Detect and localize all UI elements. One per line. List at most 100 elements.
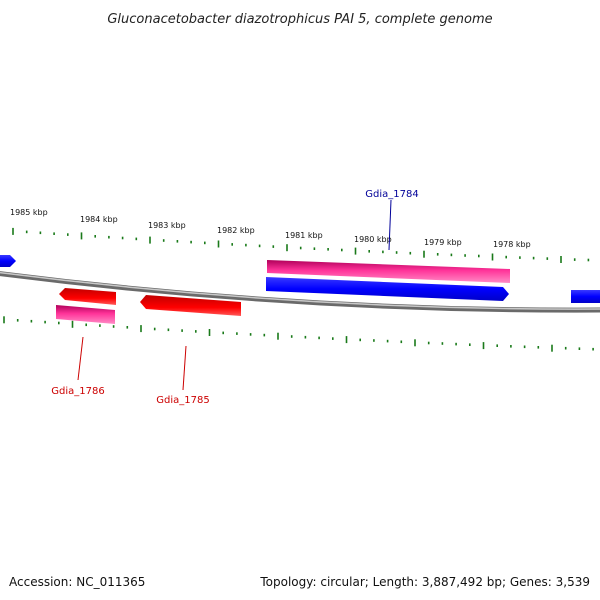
inner-ring-major-tick (414, 339, 416, 347)
tick-label-1982: 1982 kbp (217, 226, 255, 235)
tick-label-1978: 1978 kbp (493, 240, 531, 249)
outer-ring-major-tick (286, 244, 288, 252)
inner-ring-minor-tick (359, 338, 361, 342)
inner-ring-minor-tick (263, 333, 266, 337)
outer-ring-minor-tick (258, 244, 261, 248)
inner-ring-major-tick (345, 336, 348, 344)
outer-ring-major-tick (217, 240, 220, 248)
outer-ring-major-tick (149, 236, 151, 244)
outer-ring-minor-tick (39, 231, 42, 235)
outer-ring-major-tick (12, 227, 14, 235)
outer-ring-minor-tick (299, 246, 302, 250)
outer-ring-minor-tick (135, 237, 138, 241)
gene-feature-gdia-1784[interactable] (267, 260, 510, 283)
leader-line-gdia-1785 (182, 345, 187, 391)
inner-ring-minor-tick (58, 321, 60, 325)
inner-ring-major-tick (3, 316, 5, 324)
outer-ring-minor-tick (464, 254, 466, 257)
inner-ring-minor-tick (400, 340, 403, 344)
outer-ring-minor-tick (532, 256, 535, 260)
outer-ring-minor-tick (368, 250, 370, 253)
outer-ring-minor-tick (245, 243, 247, 247)
outer-ring-minor-tick (53, 232, 55, 235)
outer-tick-ring (12, 227, 590, 263)
inner-ring-minor-tick (85, 323, 87, 327)
cds-reverse-gdia-1786[interactable] (59, 288, 116, 305)
outer-ring-major-tick (423, 250, 425, 258)
inner-ring-major-tick (551, 344, 553, 352)
outer-ring-minor-tick (272, 245, 275, 248)
outer-ring-minor-tick (176, 240, 179, 243)
genome-backbone (0, 271, 600, 313)
outer-ring-minor-tick (505, 255, 507, 259)
inner-ring-minor-tick (564, 346, 567, 350)
inner-ring-minor-tick (30, 319, 33, 323)
inner-ring-minor-tick (290, 335, 293, 338)
inner-ring-minor-tick (578, 347, 581, 350)
outer-ring-minor-tick (382, 250, 384, 254)
gene-feature-gdia-1786[interactable] (56, 305, 115, 324)
outer-ring-major-tick (354, 247, 357, 255)
cds-forward-gdia-1784[interactable] (266, 277, 509, 301)
inner-ring-minor-tick (455, 342, 457, 346)
outer-ring-minor-tick (25, 230, 28, 234)
scale-labels: 1985 kbp 1984 kbp 1983 kbp 1982 kbp 1981… (10, 208, 531, 249)
inner-ring-minor-tick (373, 339, 375, 342)
outer-ring-minor-tick (436, 253, 439, 256)
cds-reverse-gdia-1785[interactable] (140, 295, 241, 316)
outer-ring-minor-tick (108, 235, 110, 239)
outer-ring-major-tick (560, 256, 562, 263)
genome-summary-text: Topology: circular; Length: 3,887,492 bp… (259, 575, 590, 589)
inner-ring-minor-tick (510, 345, 512, 348)
inner-ring-minor-tick (249, 333, 252, 336)
tick-label-1980: 1980 kbp (354, 235, 392, 244)
outer-ring-minor-tick (94, 235, 96, 238)
outer-ring-minor-tick (162, 239, 165, 242)
inner-ring-minor-tick (195, 330, 197, 333)
cds-forward-left[interactable] (0, 255, 16, 267)
leader-line-gdia-1786 (77, 336, 84, 381)
outer-ring-minor-tick (231, 243, 233, 246)
outer-ring-minor-tick (327, 248, 329, 251)
leader-line-gdia-1784 (388, 199, 392, 251)
outer-ring-minor-tick (395, 251, 398, 254)
accession-text: Accession: NC_011365 (9, 575, 145, 589)
inner-ring-minor-tick (523, 345, 526, 349)
outer-ring-minor-tick (121, 236, 124, 240)
outer-ring-major-tick (80, 232, 83, 240)
inner-ring-minor-tick (318, 336, 320, 340)
inner-ring-minor-tick (153, 327, 156, 331)
inner-ring-minor-tick (181, 329, 183, 332)
inner-ring-minor-tick (44, 320, 46, 324)
outer-ring-major-tick (491, 253, 494, 261)
outer-ring-minor-tick (587, 258, 590, 262)
tick-label-1984: 1984 kbp (80, 215, 118, 224)
gene-label-gdia-1784: Gdia_1784 (365, 189, 418, 200)
inner-ring-minor-tick (16, 319, 19, 322)
inner-ring-major-tick (140, 325, 142, 333)
outer-ring-minor-tick (478, 254, 480, 258)
outer-ring-minor-tick (519, 256, 521, 259)
inner-ring-major-tick (208, 329, 211, 336)
outer-ring-minor-tick (450, 253, 453, 257)
inner-ring-minor-tick (537, 346, 540, 349)
outer-ring-minor-tick (546, 257, 549, 260)
inner-ring-minor-tick (592, 347, 594, 351)
inner-ring-major-tick (71, 320, 74, 328)
inner-ring-minor-tick (469, 343, 471, 346)
inner-ring-major-tick (277, 332, 279, 340)
outer-ring-minor-tick (204, 241, 206, 245)
inner-ring-minor-tick (427, 341, 430, 345)
inner-ring-minor-tick (386, 339, 389, 343)
gene-label-gdia-1786: Gdia_1786 (51, 386, 104, 397)
inner-ring-minor-tick (304, 335, 307, 339)
genome-backbone-highlight (0, 271, 600, 310)
outer-ring-minor-tick (313, 247, 316, 250)
tick-label-1979: 1979 kbp (424, 238, 462, 247)
cds-forward-right[interactable] (571, 290, 600, 303)
inner-ring-minor-tick (167, 328, 170, 332)
tick-label-1981: 1981 kbp (285, 231, 323, 240)
inner-ring-major-tick (482, 342, 485, 350)
inner-ring-minor-tick (441, 342, 444, 345)
